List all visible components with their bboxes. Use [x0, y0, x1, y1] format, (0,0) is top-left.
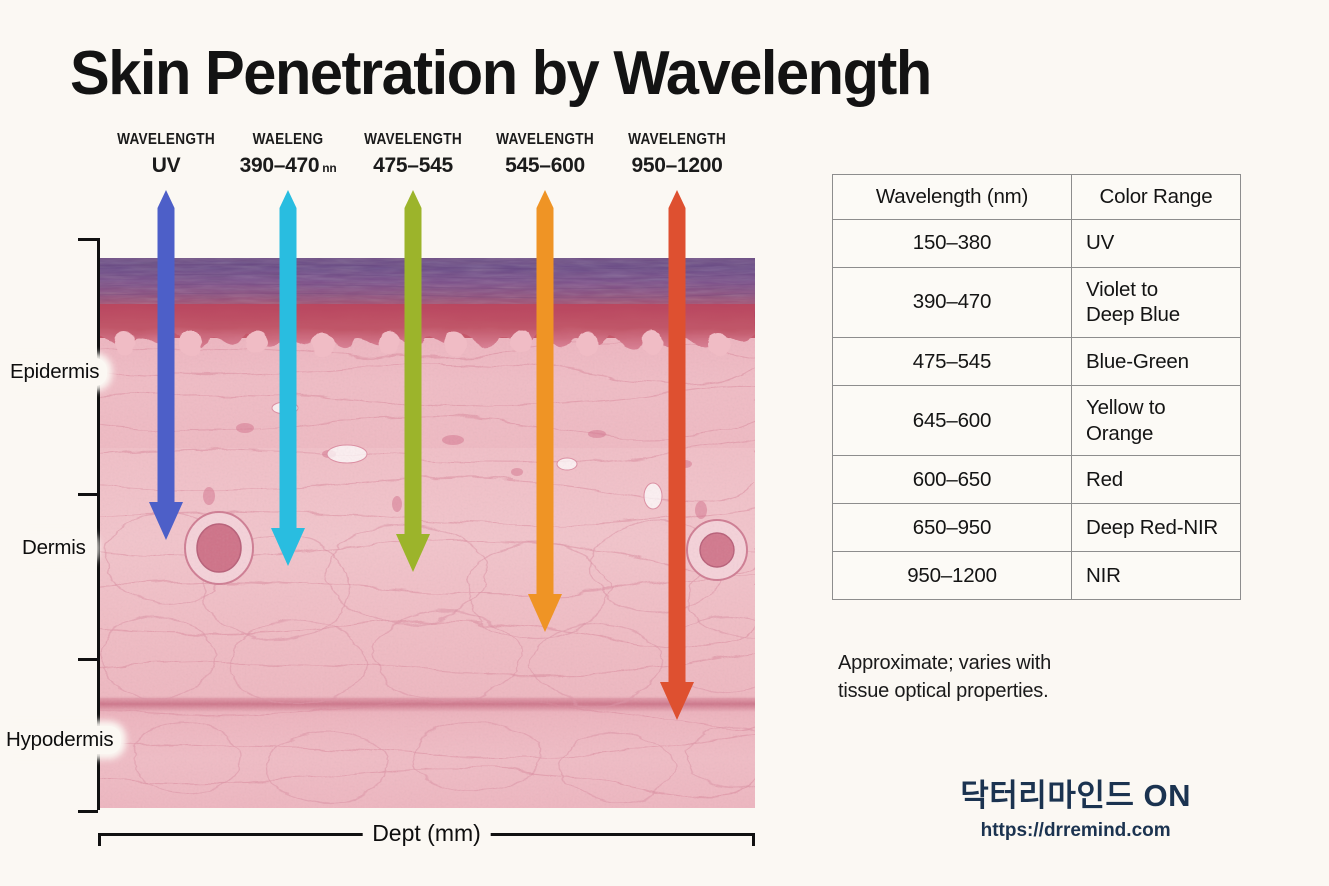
table-row: 950–1200 NIR	[832, 551, 1241, 601]
arrow-label-caption: WAVELENGTH	[364, 131, 462, 148]
wavelength-color-table: Wavelength (nm) Color Range 150–380 UV 390…	[832, 174, 1241, 601]
arrow-label-range: 545–600	[505, 153, 585, 177]
arrow-label-5: WAVELENGTH 950–1200	[587, 132, 767, 176]
arrow-label-4: WAVELENGTH 545–600	[455, 132, 635, 176]
table-row: 650–950 Deep Red-NIR	[832, 503, 1241, 553]
brand-url[interactable]: https://drremind.com	[980, 820, 1171, 841]
depth-scale-axis: Dept (mm)	[98, 820, 755, 847]
cell-wavelength: 475–545	[832, 336, 1072, 386]
arrow-label-1: WAVELENGTH UV	[76, 132, 256, 176]
page-title: Skin Penetration by Wavelength	[70, 39, 932, 108]
arrow-label-unit: nn	[319, 160, 337, 175]
table-row: 645–600 Yellow to Orange	[832, 384, 1241, 457]
cell-wavelength: 645–600	[832, 384, 1072, 457]
table-row: 390–470 Violet to Deep Blue	[832, 266, 1241, 338]
cell-color-range: NIR	[1071, 551, 1241, 601]
cell-color-range: Violet to Deep Blue	[1071, 266, 1241, 338]
stratum-corneum-layer	[97, 258, 755, 304]
cell-color-range: Red	[1071, 455, 1241, 505]
depth-axis-label: Dept (mm)	[362, 820, 491, 847]
cell-wavelength: 600–650	[832, 455, 1072, 505]
arrow-label-range: UV	[151, 153, 181, 177]
footnote: Approximate; varies with tissue optical …	[838, 650, 1238, 705]
arrow-label-caption: WAVELENGTH	[628, 131, 726, 148]
arrow-label-range: 475–545	[373, 153, 453, 177]
depth-tick-4	[78, 658, 98, 661]
table-head: Wavelength (nm) Color Range	[832, 174, 1241, 220]
rete-ridges	[97, 302, 755, 356]
cell-wavelength: 650–950	[832, 503, 1072, 553]
depth-tick-3	[78, 493, 98, 496]
table-row: 475–545 Blue-Green	[832, 336, 1241, 386]
arrow-label-range: 390–470 nn	[239, 153, 337, 177]
depth-label-dermis: Dermis	[14, 534, 94, 562]
depth-tick-1	[78, 238, 98, 241]
cell-wavelength: 950–1200	[832, 551, 1072, 601]
depth-label-hypodermis: Hypodermis	[0, 726, 122, 754]
table-body: 150–380 UV 390–470 Violet to Deep Blue 475–54…	[832, 218, 1241, 601]
cell-color-range: UV	[1071, 218, 1241, 268]
table-header-wavelength: Wavelength (nm)	[832, 174, 1072, 220]
arrow-label-2: WAELENG 390–470 nn	[198, 132, 378, 176]
table-header-color-range: Color Range	[1071, 174, 1241, 220]
cell-color-range: Blue-Green	[1071, 336, 1241, 386]
table-header-row: Wavelength (nm) Color Range	[832, 174, 1241, 220]
arrow-label-3: WAVELENGTH 475–545	[323, 132, 503, 176]
cell-wavelength: 150–380	[832, 218, 1072, 268]
table-row: 150–380 UV	[832, 218, 1241, 268]
depth-label-epidermis: Epidermis	[2, 358, 108, 386]
table-row: 600–650 Red	[832, 455, 1241, 505]
arrow-label-caption: WAVELENGTH	[496, 131, 594, 148]
footnote-line-1: Approximate; varies with	[838, 652, 1052, 674]
cell-color-range: Yellow to Orange	[1071, 384, 1241, 457]
arrow-label-range: 950–1200	[631, 153, 723, 177]
cell-color-range: Deep Red-NIR	[1071, 503, 1241, 553]
depth-tick-5	[78, 810, 98, 813]
footnote-line-2: tissue optical properties.	[838, 679, 1049, 702]
brand-block: 닥터리마인드 ON https://drremind.com	[960, 770, 1191, 842]
brand-name: 닥터리마인드 ON	[960, 778, 1191, 813]
skin-cross-section-image	[97, 258, 755, 808]
arrow-label-caption: WAELENG	[252, 131, 324, 148]
cell-wavelength: 390–470	[832, 266, 1072, 338]
arrow-label-caption: WAVELENGTH	[117, 131, 215, 148]
depth-axis-line	[97, 238, 100, 810]
